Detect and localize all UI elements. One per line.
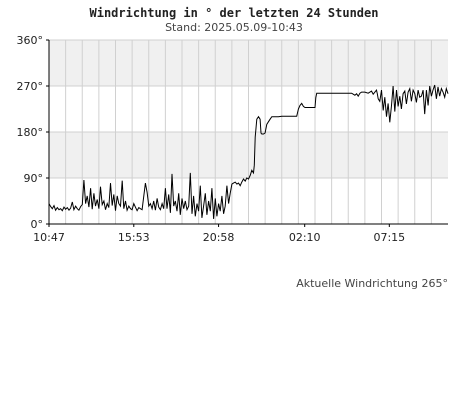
wind-direction-line <box>48 84 449 219</box>
wind-direction-chart: 0° 90° 180° 270° 360° 10:47 15:53 20:58 02:10 07… <box>17 34 449 244</box>
chart-title: Windrichtung in ° der letzten 24 Stunden <box>89 6 379 20</box>
current-wind-direction: Aktuelle Windrichtung 265° <box>296 277 448 290</box>
x-tick-labels: 10:47 15:53 20:58 02:10 07:15 <box>33 224 405 244</box>
x-tick-label: 15:53 <box>118 231 150 244</box>
y-tick-label: 0° <box>31 218 44 231</box>
y-tick-label: 90° <box>24 172 44 185</box>
chart-subtitle: Stand: 2025.05.09-10:43 <box>165 21 303 34</box>
y-tick-label: 270° <box>17 80 44 93</box>
x-tick-label: 20:58 <box>203 231 235 244</box>
x-tick-label: 02:10 <box>289 231 321 244</box>
y-tick-label: 180° <box>17 126 44 139</box>
x-tick-label: 10:47 <box>33 231 65 244</box>
x-tick-label: 07:15 <box>373 231 405 244</box>
y-tick-labels: 0° 90° 180° 270° 360° <box>17 34 49 231</box>
y-tick-label: 360° <box>17 34 44 47</box>
